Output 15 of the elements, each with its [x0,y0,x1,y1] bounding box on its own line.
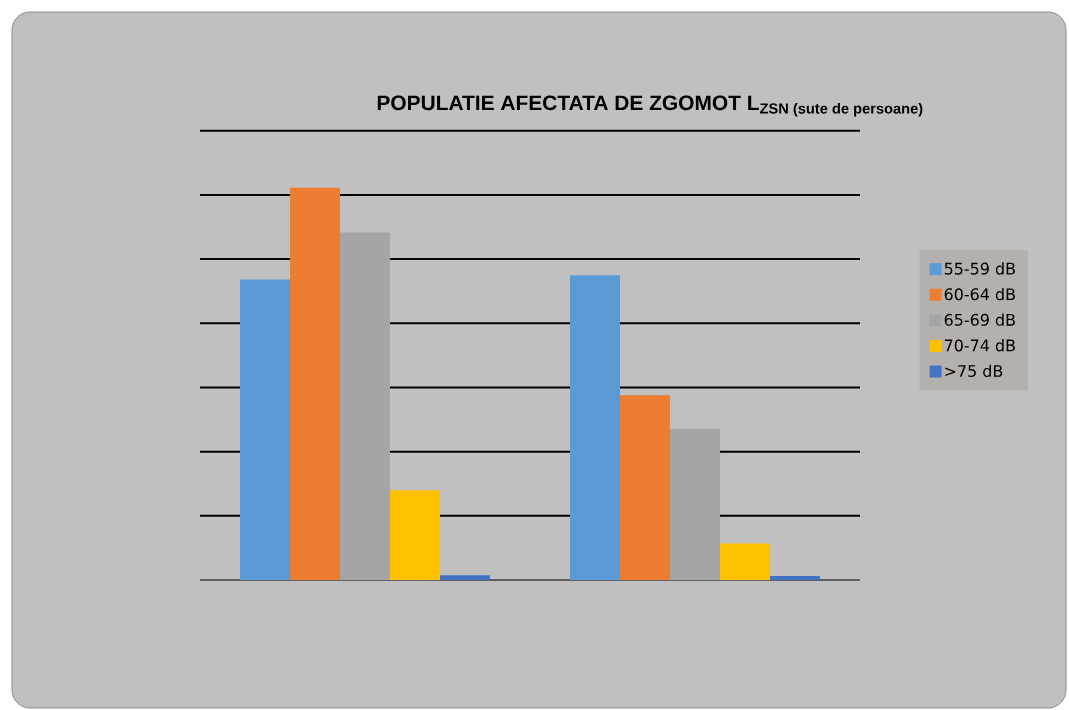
bar [720,543,771,580]
bar [620,395,671,580]
bar [290,187,340,580]
legend-label: 60-64 dB [944,287,1015,301]
bar [340,232,390,580]
bar [440,575,490,580]
bar [670,428,721,580]
legend-label: >75 dB [945,364,1003,378]
bar [570,275,620,580]
bar [240,279,290,580]
bar [390,490,440,580]
bar [770,576,821,580]
legend-label: 70-74 dB [944,339,1015,352]
legend-label: 55-59 dB [944,262,1015,275]
legend-label: 65-69 dB [944,313,1015,326]
